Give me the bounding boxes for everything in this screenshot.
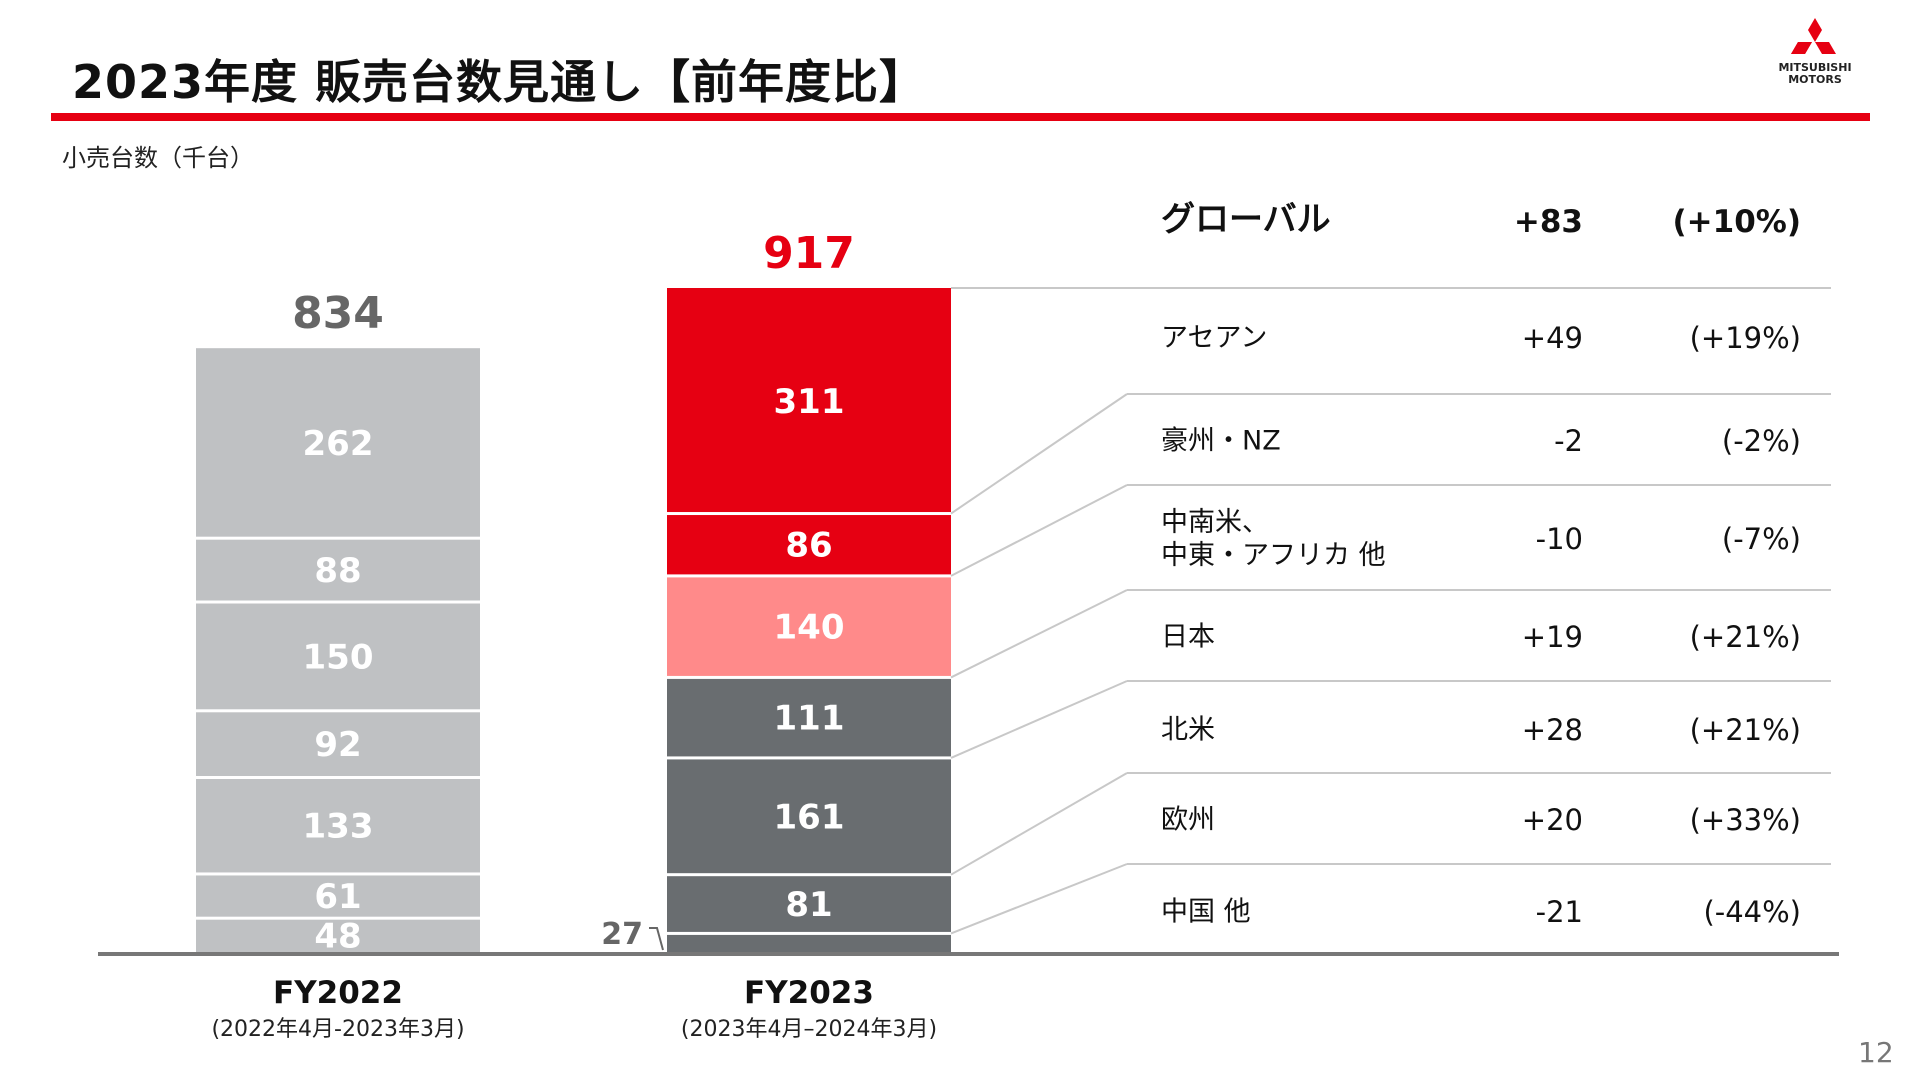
bar-segment <box>667 513 951 576</box>
table-header-pct: (+10%) <box>1672 204 1801 240</box>
row-diff: +19 <box>1521 620 1583 654</box>
segment-divider <box>196 916 480 920</box>
segment-value-label: 81 <box>785 885 832 925</box>
row-label: 欧州 <box>1161 804 1215 836</box>
segment-divider <box>667 873 951 877</box>
row-diff: +20 <box>1521 803 1583 837</box>
row-pct: (-7%) <box>1721 522 1801 556</box>
connector-line <box>950 680 1128 759</box>
row-diff: +49 <box>1521 321 1583 355</box>
table-header-diff: +83 <box>1513 204 1583 240</box>
row-label: アセアン <box>1161 322 1268 354</box>
row-pct: (+21%) <box>1689 620 1801 654</box>
bar-segment <box>196 538 480 603</box>
segment-value-label: 140 <box>774 608 845 648</box>
row-label: 日本 <box>1161 621 1215 653</box>
segment-divider <box>667 512 951 516</box>
bar-segment <box>196 873 480 919</box>
bar-segment <box>667 933 951 953</box>
bar-segment <box>196 918 480 953</box>
segment-value-label: 150 <box>303 637 374 677</box>
segment-divider <box>667 574 951 578</box>
bar-segment <box>667 874 951 934</box>
row-diff: -21 <box>1535 895 1583 929</box>
segment-value-label: 48 <box>314 917 361 957</box>
segment-divider <box>667 756 951 760</box>
page-number: 12 <box>1858 1036 1894 1069</box>
row-diff: -2 <box>1554 424 1583 458</box>
row-label: 中国 他 <box>1161 896 1251 928</box>
row-label: 豪州・NZ <box>1161 425 1281 457</box>
page-title: 2023年度 販売台数見通し【前年度比】 <box>72 55 927 109</box>
segment-divider <box>196 536 480 540</box>
segment-divider <box>196 776 480 780</box>
segment-divider <box>196 872 480 876</box>
segment-value-label: 311 <box>774 382 845 422</box>
segment-value-label: 161 <box>774 797 845 837</box>
row-pct: (-44%) <box>1703 895 1801 929</box>
segment-divider <box>196 709 480 713</box>
category-label: FY2023 <box>744 975 874 1011</box>
row-pct: (+21%) <box>1689 713 1801 747</box>
segment-value-label: 61 <box>314 877 361 917</box>
bar-segment <box>196 348 480 539</box>
segment-value-label: 88 <box>314 551 361 591</box>
x-label-fy2023: FY2023 (2023年4月–2024年3月) <box>609 975 1009 1043</box>
category-label: FY2022 <box>273 975 403 1011</box>
bar-segment <box>667 757 951 875</box>
bar-segment <box>667 677 951 758</box>
segment-value-label: 92 <box>314 725 361 765</box>
callout-bracket <box>649 927 664 951</box>
x-axis-line <box>98 952 1839 956</box>
unit-label: 小売台数（千台） <box>62 144 254 172</box>
connector-line <box>950 393 1128 515</box>
row-diff: +28 <box>1521 713 1583 747</box>
segment-value-label: 133 <box>303 807 374 847</box>
row-label: 中南米、 中東・アフリカ 他 <box>1161 507 1386 571</box>
category-sublabel: (2022年4月-2023年3月) <box>211 1017 465 1042</box>
bar-segment <box>196 710 480 778</box>
category-sublabel: (2023年4月–2024年3月) <box>680 1017 938 1042</box>
segment-value-label: 86 <box>785 526 832 566</box>
connector-line <box>950 589 1128 679</box>
connector-line <box>950 772 1128 876</box>
segment-value-label: 111 <box>774 699 845 739</box>
segment-divider <box>667 675 951 679</box>
segment-value-label: 27 <box>601 917 643 952</box>
x-label-fy2022: FY2022 (2022年4月-2023年3月) <box>138 975 538 1043</box>
total-label: 834 <box>292 288 384 339</box>
row-label: 北米 <box>1161 714 1215 746</box>
bar-segment <box>196 777 480 874</box>
svg-text:MOTORS: MOTORS <box>1788 73 1842 86</box>
row-pct: (+33%) <box>1689 803 1801 837</box>
segment-value-label: 262 <box>303 424 374 464</box>
segment-divider <box>196 600 480 604</box>
title-underline <box>51 113 1870 121</box>
bar-segment <box>196 602 480 711</box>
row-pct: (-2%) <box>1721 424 1801 458</box>
connector-line <box>950 484 1128 577</box>
total-label: 917 <box>763 228 855 279</box>
segment-divider <box>667 931 951 935</box>
connector-line <box>950 863 1128 935</box>
svg-text:MITSUBISHI: MITSUBISHI <box>1778 61 1851 74</box>
row-diff: -10 <box>1535 522 1583 556</box>
mitsubishi-logo: MITSUBISHI MOTORS <box>1778 18 1852 86</box>
row-pct: (+19%) <box>1689 321 1801 355</box>
table-header-label: グローバル <box>1161 199 1331 240</box>
bar-segment <box>667 575 951 678</box>
bar-segment <box>667 288 951 514</box>
